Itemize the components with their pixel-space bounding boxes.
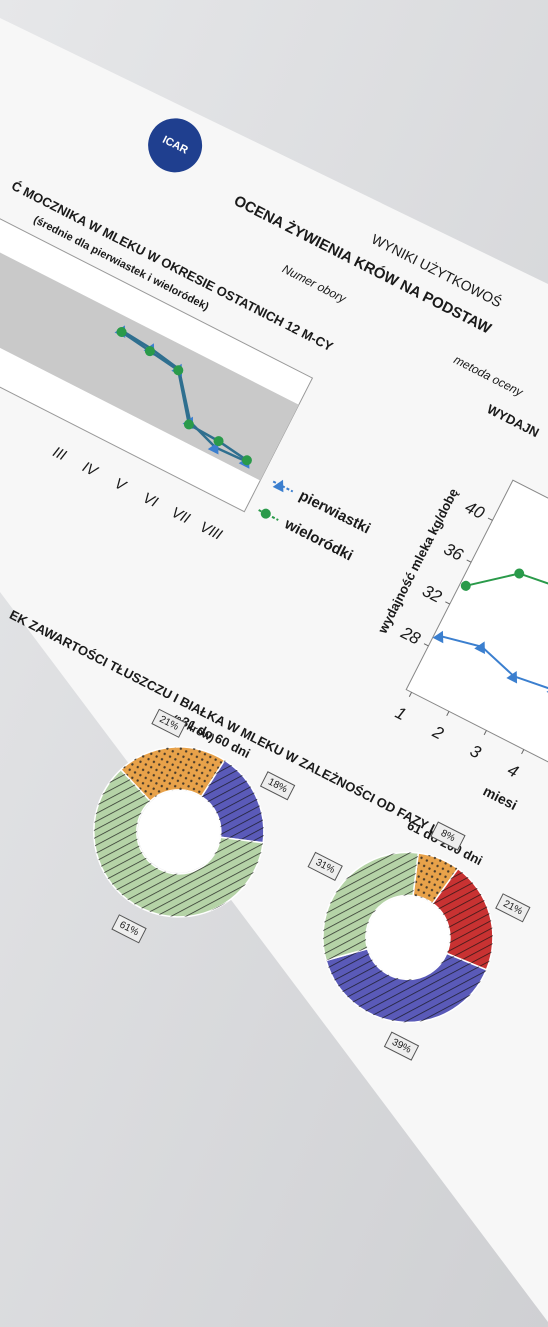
tick-mark (466, 559, 472, 563)
marker (506, 670, 518, 684)
segment-pattern (413, 852, 458, 904)
marker (514, 568, 525, 579)
x-tick-label: VII (169, 504, 193, 527)
label-box (111, 914, 147, 944)
tick-mark (483, 730, 487, 736)
tick-mark (408, 692, 413, 697)
segment-pattern (432, 868, 493, 970)
donut-hole (366, 896, 449, 979)
segment-pattern (322, 852, 419, 961)
series-line (120, 330, 248, 462)
label-box (307, 851, 343, 881)
segment-pattern (201, 760, 264, 843)
label-box (151, 708, 187, 738)
series-line (465, 572, 548, 623)
label-box (430, 821, 466, 851)
tick-mark (423, 643, 429, 647)
marker (183, 419, 194, 430)
plot-area (405, 479, 548, 809)
label-box (383, 1031, 420, 1061)
x-tick-label: VI (140, 489, 160, 511)
marker (241, 455, 252, 466)
label-box (259, 771, 296, 801)
marker (173, 365, 184, 376)
marker (432, 630, 444, 644)
label-box (495, 893, 531, 923)
segment-pattern (120, 746, 225, 802)
marker (144, 346, 155, 357)
series-line (121, 329, 247, 463)
tick-mark (445, 601, 451, 605)
band (0, 241, 299, 481)
series-line (439, 635, 548, 692)
marker (116, 326, 127, 337)
tick-mark (446, 711, 450, 717)
tick-mark (521, 749, 525, 755)
marker (213, 436, 224, 447)
segment-pattern (93, 769, 264, 917)
donut-hole (137, 790, 220, 873)
marker (474, 641, 485, 654)
logo (148, 118, 203, 173)
legend-marker (272, 479, 284, 493)
segment-pattern (326, 948, 487, 1023)
marker (460, 580, 471, 591)
tick-mark (487, 517, 493, 521)
legend-marker (260, 508, 271, 519)
